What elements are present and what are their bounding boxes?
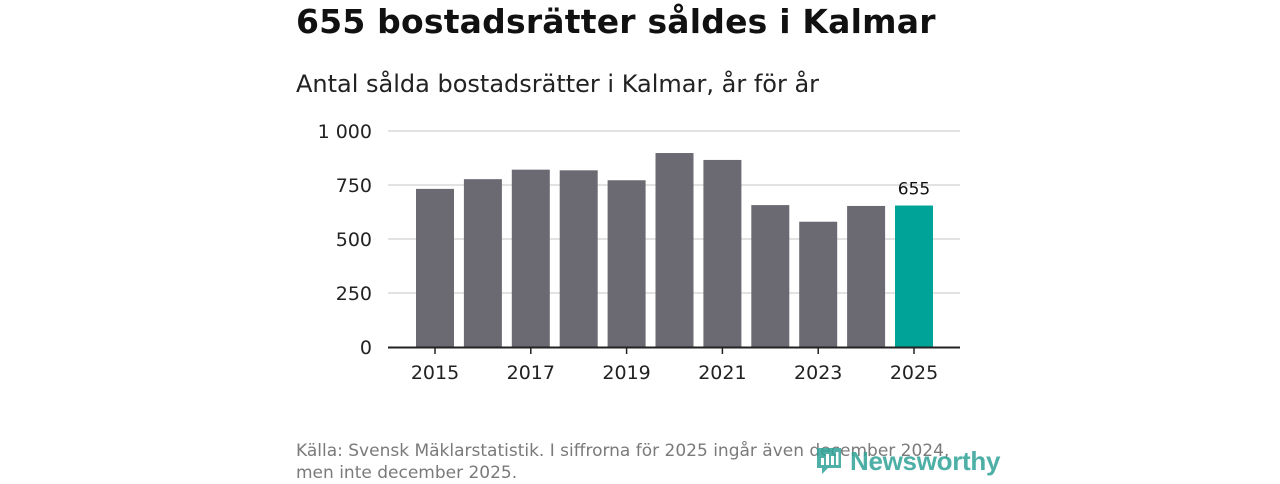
bar-2021 — [703, 159, 742, 347]
source-note: Källa: Svensk Mäklarstatistik. I siffror… — [296, 440, 956, 484]
chart-title: 655 bostadsrätter såldes i Kalmar — [296, 2, 936, 41]
newsworthy-logo: Newsworthy — [814, 444, 1000, 478]
bar-2016 — [463, 179, 502, 347]
x-tick-label: 2023 — [794, 362, 842, 384]
bar-2022 — [751, 205, 790, 347]
x-tick-label: 2017 — [507, 362, 555, 384]
source-line-2: men inte december 2025. — [296, 463, 518, 483]
y-tick-label: 500 — [336, 229, 372, 251]
bar-2015 — [416, 188, 454, 347]
bar-2018 — [559, 170, 598, 347]
y-tick-label: 250 — [336, 283, 372, 305]
bar-2019 — [607, 180, 646, 347]
data-label-2025: 655 — [898, 180, 930, 200]
bar-2024 — [847, 205, 886, 347]
x-tick-label: 2015 — [411, 362, 459, 384]
chart-subtitle: Antal sålda bostadsrätter i Kalmar, år f… — [296, 70, 820, 98]
newsworthy-logo-text: Newsworthy — [850, 445, 1001, 476]
y-tick-label: 1 000 — [318, 121, 372, 143]
y-tick-label: 0 — [360, 337, 372, 359]
x-tick-label: 2019 — [602, 362, 650, 384]
bar-2017 — [511, 169, 550, 347]
x-tick-label: 2021 — [698, 362, 746, 384]
source-line-1: Källa: Svensk Mäklarstatistik. I siffror… — [296, 441, 950, 461]
newsworthy-logo-icon — [817, 448, 841, 474]
y-tick-label: 750 — [336, 175, 372, 197]
bar-2025 — [895, 205, 933, 347]
bar-2020 — [655, 153, 694, 347]
bar-2023 — [799, 221, 838, 347]
x-tick-label: 2025 — [890, 362, 938, 384]
